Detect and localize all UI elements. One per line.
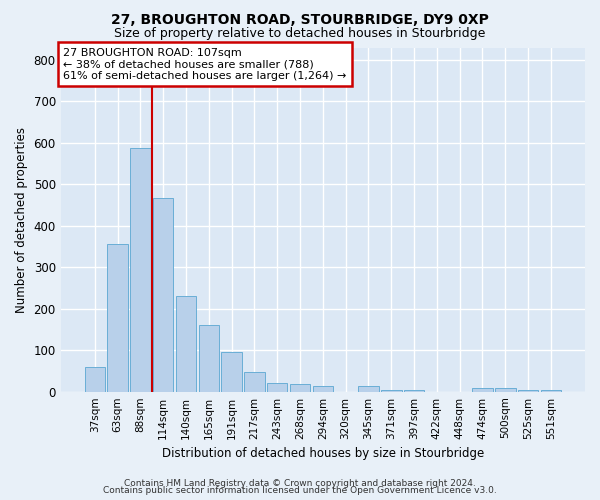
Text: 27 BROUGHTON ROAD: 107sqm
← 38% of detached houses are smaller (788)
61% of semi: 27 BROUGHTON ROAD: 107sqm ← 38% of detac… xyxy=(63,48,347,80)
Text: Size of property relative to detached houses in Stourbridge: Size of property relative to detached ho… xyxy=(115,28,485,40)
Bar xyxy=(267,382,287,392)
Bar xyxy=(290,384,310,392)
Bar xyxy=(130,148,151,392)
Bar xyxy=(404,390,424,392)
Text: 27, BROUGHTON ROAD, STOURBRIDGE, DY9 0XP: 27, BROUGHTON ROAD, STOURBRIDGE, DY9 0XP xyxy=(111,12,489,26)
Bar xyxy=(495,388,515,392)
Bar xyxy=(199,326,219,392)
Text: Contains HM Land Registry data © Crown copyright and database right 2024.: Contains HM Land Registry data © Crown c… xyxy=(124,478,476,488)
Bar xyxy=(153,198,173,392)
Text: Contains public sector information licensed under the Open Government Licence v3: Contains public sector information licen… xyxy=(103,486,497,495)
X-axis label: Distribution of detached houses by size in Stourbridge: Distribution of detached houses by size … xyxy=(162,447,484,460)
Bar xyxy=(244,372,265,392)
Bar xyxy=(221,352,242,392)
Y-axis label: Number of detached properties: Number of detached properties xyxy=(15,126,28,312)
Bar xyxy=(313,386,333,392)
Bar xyxy=(518,390,538,392)
Bar xyxy=(541,390,561,392)
Bar xyxy=(176,296,196,392)
Bar xyxy=(472,388,493,392)
Bar xyxy=(107,244,128,392)
Bar xyxy=(85,367,105,392)
Bar xyxy=(381,390,401,392)
Bar xyxy=(358,386,379,392)
